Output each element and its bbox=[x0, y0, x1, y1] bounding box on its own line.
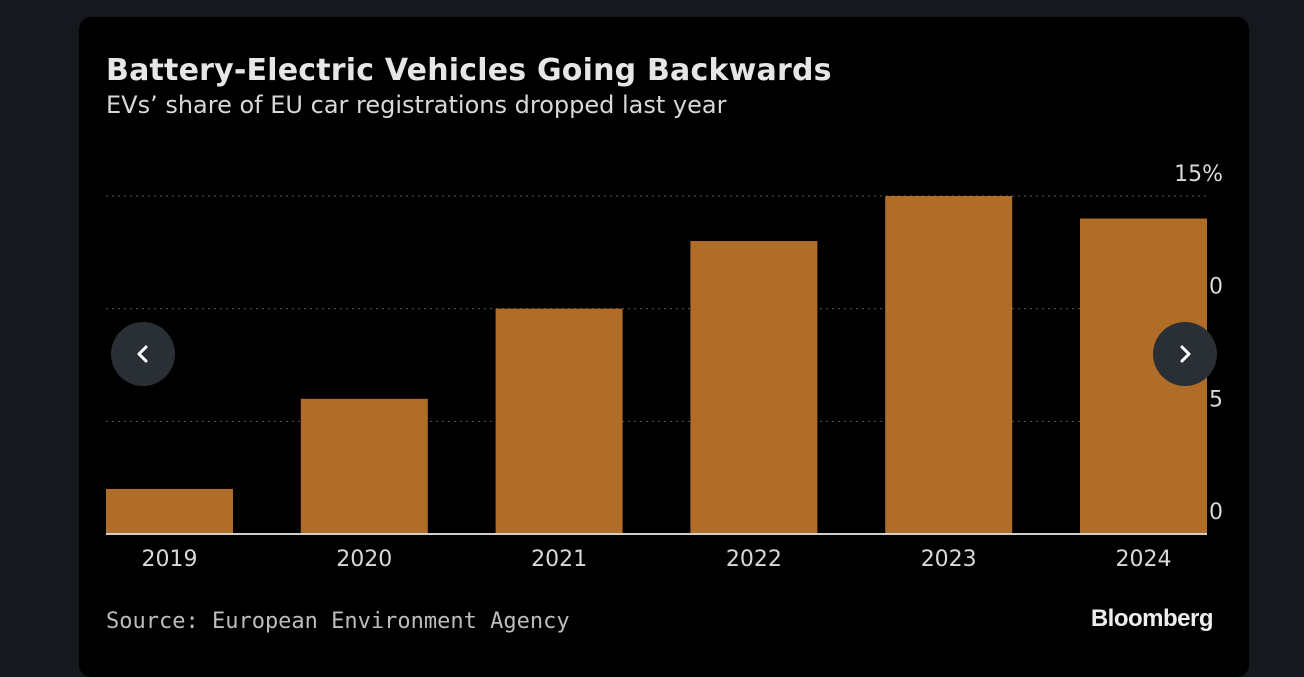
next-slide-button[interactable] bbox=[1153, 322, 1217, 386]
y-tick-label: 0 bbox=[1209, 500, 1223, 525]
y-tick-label: 15% bbox=[1174, 162, 1223, 187]
bar bbox=[495, 308, 623, 534]
chevron-right-icon bbox=[1180, 345, 1191, 363]
chevron-left-icon bbox=[137, 345, 148, 363]
x-tick-label: 2020 bbox=[336, 547, 392, 572]
bar bbox=[300, 398, 428, 534]
x-tick-label: 2019 bbox=[142, 547, 198, 572]
chart-subtitle: EVs’ share of EU car registrations dropp… bbox=[106, 91, 727, 119]
x-tick-label: 2023 bbox=[921, 547, 977, 572]
y-tick-label: 5 bbox=[1209, 387, 1223, 412]
bar bbox=[885, 196, 1013, 534]
chart-title: Battery-Electric Vehicles Going Backward… bbox=[106, 53, 832, 88]
bar bbox=[690, 241, 818, 535]
source-note: Source: European Environment Agency bbox=[106, 609, 570, 634]
x-tick-label: 2024 bbox=[1116, 547, 1172, 572]
previous-slide-button[interactable] bbox=[111, 322, 175, 386]
x-tick-label: 2022 bbox=[726, 547, 782, 572]
bloomberg-logo: Bloomberg bbox=[1090, 605, 1214, 632]
x-tick-label: 2021 bbox=[531, 547, 587, 572]
bar bbox=[106, 488, 233, 534]
chart-card: Battery-Electric Vehicles Going Backward… bbox=[79, 17, 1249, 677]
